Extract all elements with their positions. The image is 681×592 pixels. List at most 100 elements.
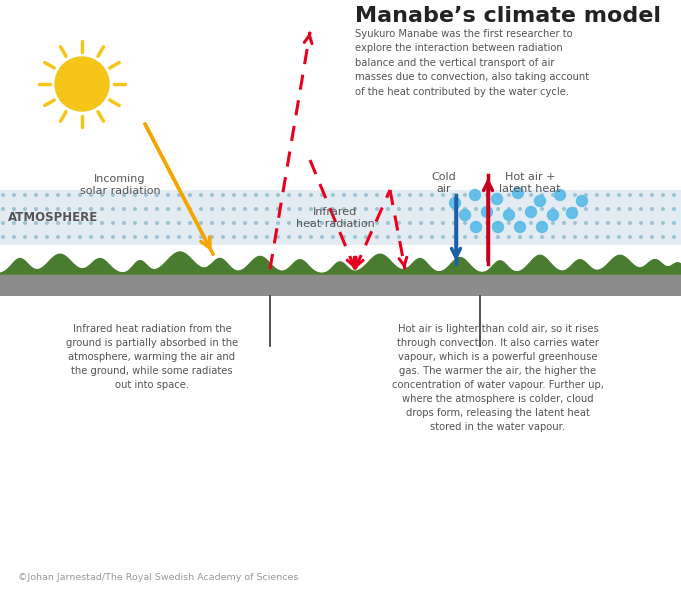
Circle shape: [24, 194, 27, 197]
Circle shape: [650, 194, 653, 197]
Circle shape: [364, 236, 368, 239]
Circle shape: [343, 208, 345, 210]
Circle shape: [332, 236, 334, 239]
Circle shape: [46, 236, 48, 239]
Circle shape: [101, 221, 104, 224]
Circle shape: [321, 194, 323, 197]
Circle shape: [607, 236, 609, 239]
Circle shape: [167, 236, 170, 239]
Circle shape: [419, 208, 422, 210]
Circle shape: [112, 236, 114, 239]
Circle shape: [321, 208, 323, 210]
Circle shape: [607, 221, 609, 224]
Polygon shape: [0, 252, 681, 274]
Circle shape: [1, 236, 4, 239]
Circle shape: [596, 208, 599, 210]
Circle shape: [144, 221, 147, 224]
Circle shape: [155, 208, 159, 210]
Circle shape: [123, 236, 125, 239]
Circle shape: [554, 189, 565, 201]
Circle shape: [409, 221, 411, 224]
Circle shape: [90, 236, 93, 239]
Circle shape: [221, 221, 225, 224]
Circle shape: [419, 236, 422, 239]
Circle shape: [123, 208, 125, 210]
Circle shape: [287, 194, 290, 197]
Circle shape: [24, 236, 27, 239]
Circle shape: [353, 221, 356, 224]
Circle shape: [332, 194, 334, 197]
Circle shape: [155, 236, 159, 239]
Circle shape: [639, 221, 642, 224]
Circle shape: [486, 208, 488, 210]
Circle shape: [178, 194, 180, 197]
Circle shape: [178, 221, 180, 224]
Circle shape: [453, 194, 456, 197]
Circle shape: [507, 236, 510, 239]
Circle shape: [639, 194, 642, 197]
Circle shape: [596, 194, 599, 197]
Circle shape: [244, 194, 247, 197]
Circle shape: [55, 57, 109, 111]
Text: Manabe’s climate model: Manabe’s climate model: [355, 6, 661, 26]
Circle shape: [650, 221, 653, 224]
Circle shape: [67, 194, 70, 197]
Circle shape: [548, 210, 558, 220]
Circle shape: [471, 221, 481, 233]
Circle shape: [573, 221, 576, 224]
Circle shape: [233, 208, 236, 210]
Circle shape: [673, 208, 676, 210]
Circle shape: [398, 221, 400, 224]
Circle shape: [563, 236, 565, 239]
Text: Incoming
solar radiation: Incoming solar radiation: [80, 174, 160, 195]
Circle shape: [453, 236, 456, 239]
Text: Infrared heat radiation from the
ground is partially absorbed in the
atmosphere,: Infrared heat radiation from the ground …: [66, 324, 238, 390]
Circle shape: [144, 194, 147, 197]
Circle shape: [221, 208, 225, 210]
Circle shape: [376, 236, 379, 239]
Circle shape: [276, 194, 279, 197]
Circle shape: [221, 194, 225, 197]
Circle shape: [441, 236, 445, 239]
Circle shape: [255, 208, 257, 210]
Circle shape: [13, 194, 16, 197]
Circle shape: [662, 236, 665, 239]
Circle shape: [530, 194, 533, 197]
Circle shape: [57, 208, 59, 210]
Circle shape: [662, 208, 665, 210]
Circle shape: [144, 236, 147, 239]
Circle shape: [563, 194, 565, 197]
Text: Hot air is lighter than cold air, so it rises
through convection. It also carrie: Hot air is lighter than cold air, so it …: [392, 324, 604, 432]
Circle shape: [133, 236, 136, 239]
Circle shape: [519, 236, 522, 239]
Circle shape: [519, 221, 522, 224]
Circle shape: [573, 236, 576, 239]
Circle shape: [530, 236, 533, 239]
Circle shape: [596, 221, 599, 224]
Circle shape: [57, 221, 59, 224]
Circle shape: [178, 208, 180, 210]
Circle shape: [112, 194, 114, 197]
Circle shape: [200, 208, 202, 210]
Circle shape: [210, 194, 213, 197]
Circle shape: [266, 194, 268, 197]
Text: ATMOSPHERE: ATMOSPHERE: [8, 211, 98, 224]
Circle shape: [364, 221, 368, 224]
Circle shape: [133, 194, 136, 197]
Circle shape: [144, 208, 147, 210]
Circle shape: [353, 208, 356, 210]
Circle shape: [552, 221, 554, 224]
Circle shape: [244, 236, 247, 239]
Circle shape: [233, 221, 236, 224]
Circle shape: [67, 236, 70, 239]
Circle shape: [112, 221, 114, 224]
Circle shape: [541, 236, 543, 239]
Circle shape: [563, 208, 565, 210]
Circle shape: [464, 236, 466, 239]
Circle shape: [1, 221, 4, 224]
Circle shape: [298, 221, 302, 224]
Circle shape: [46, 221, 48, 224]
Circle shape: [78, 208, 82, 210]
Circle shape: [200, 194, 202, 197]
Circle shape: [189, 208, 191, 210]
